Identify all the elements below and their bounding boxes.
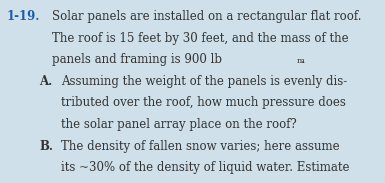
Text: .: . — [301, 53, 305, 66]
Text: tributed over the roof, how much pressure does: tributed over the roof, how much pressur… — [61, 96, 346, 109]
Text: The roof is 15 feet by 30 feet, and the mass of the: The roof is 15 feet by 30 feet, and the … — [52, 32, 348, 45]
Text: 1-19.: 1-19. — [7, 10, 40, 23]
Text: m: m — [296, 57, 304, 65]
Text: A.: A. — [39, 75, 52, 88]
Text: its ~30% of the density of liquid water. Estimate: its ~30% of the density of liquid water.… — [61, 161, 349, 174]
Text: Solar panels are installed on a rectangular flat roof.: Solar panels are installed on a rectangu… — [52, 10, 362, 23]
Text: the solar panel array place on the roof?: the solar panel array place on the roof? — [61, 118, 296, 131]
Text: panels and framing is 900 lb: panels and framing is 900 lb — [52, 53, 222, 66]
Text: The density of fallen snow varies; here assume: The density of fallen snow varies; here … — [61, 140, 340, 153]
Text: Assuming the weight of the panels is evenly dis-: Assuming the weight of the panels is eve… — [61, 75, 347, 88]
Text: B.: B. — [39, 140, 53, 153]
